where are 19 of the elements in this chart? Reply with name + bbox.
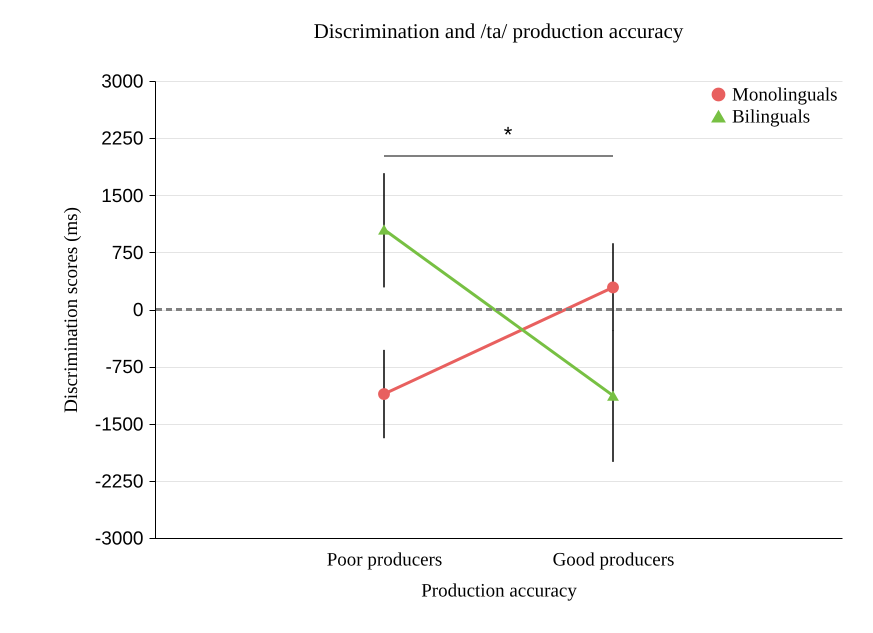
y-tick-label: 3000 <box>101 72 144 92</box>
y-axis-title: Discrimination scores (ms) <box>60 207 82 413</box>
y-tick-label: -1500 <box>94 414 144 436</box>
y-tick-label: 750 <box>112 242 144 264</box>
chart-title: Discrimination and /ta/ production accuracy <box>314 19 684 43</box>
y-tick-label: -3000 <box>94 528 144 550</box>
y-tick-label: -750 <box>105 357 144 378</box>
x-tick-label: Poor producers <box>326 550 442 570</box>
legend-label: Bilinguals <box>732 106 810 128</box>
y-tick-label: 2250 <box>101 128 144 150</box>
point <box>607 282 619 294</box>
y-tick-label: -2250 <box>94 471 144 492</box>
legend-label: Monolinguals <box>732 84 838 106</box>
annotation: * <box>504 122 513 147</box>
x-tick-label: Good producers <box>552 550 674 570</box>
point <box>378 388 390 400</box>
x-axis-title: Production accuracy <box>421 580 578 602</box>
y-tick-label: 0 <box>132 300 144 321</box>
y-tick-label: 1500 <box>101 186 144 207</box>
